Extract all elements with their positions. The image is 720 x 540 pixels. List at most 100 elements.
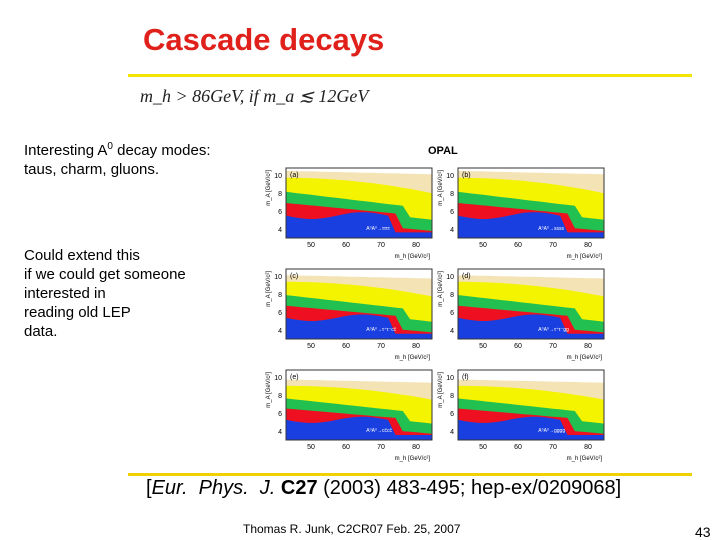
x-tick-label: 70: [377, 343, 385, 350]
x-tick-label: 70: [549, 242, 557, 249]
plot-border: [457, 268, 605, 340]
y-tick-label: 6: [278, 310, 282, 317]
x-tick-label: 50: [307, 242, 315, 249]
y-tick-label: 10: [274, 274, 282, 281]
x-tick-label: 80: [412, 242, 420, 249]
x-tick-label: 60: [514, 242, 522, 249]
panel-label: (a): [290, 172, 299, 179]
x-tick-label: 60: [342, 242, 350, 249]
title-rule: [128, 74, 692, 77]
plot-border: [457, 369, 605, 441]
citation: [Eur. Phys. J. C27 (2003) 483-495; hep-e…: [146, 477, 621, 500]
y-tick-label: 6: [278, 411, 282, 418]
note-line: Could extend this: [24, 247, 140, 264]
intro: Interesting A0 decay modes: taus, charm,…: [24, 137, 224, 179]
x-axis-label: m_h [GeV/c²]: [395, 456, 431, 462]
x-axis-label: m_h [GeV/c²]: [567, 456, 603, 462]
y-tick-label: 10: [446, 173, 454, 180]
slide-title: Cascade decays: [143, 22, 385, 57]
channel-label: A⁰A⁰→τ⁺τ⁻cc̄: [366, 327, 396, 333]
y-tick-label: 4: [450, 328, 454, 335]
y-tick-label: 10: [274, 375, 282, 382]
panel-label: (b): [462, 172, 471, 179]
cite-rule: [128, 473, 692, 476]
y-axis-label: m_A [GeV/c²]: [438, 271, 444, 307]
note: Could extend this if we could get someone…: [24, 246, 186, 341]
plot-border: [457, 167, 605, 239]
channel-label: A⁰A⁰→cc̄cc̄: [366, 428, 392, 434]
note-line: data.: [24, 323, 58, 340]
note-line: reading old LEP: [24, 304, 131, 321]
x-axis-label: m_h [GeV/c²]: [567, 355, 603, 361]
plot-border: [285, 167, 433, 239]
volume: C27: [280, 477, 318, 499]
region: [286, 314, 432, 339]
y-axis-label: m_A [GeV/c²]: [266, 372, 272, 408]
panel-label: (e): [290, 374, 299, 381]
journal: Eur. Phys. J.: [151, 477, 276, 499]
cite-text: [: [146, 477, 152, 499]
x-tick-label: 70: [549, 343, 557, 350]
y-tick-label: 10: [446, 375, 454, 382]
x-tick-label: 50: [307, 444, 315, 451]
x-tick-label: 80: [412, 444, 420, 451]
x-tick-label: 80: [584, 444, 592, 451]
footer-author: Thomas R. Junk, C2CR07 Feb. 25, 2007: [243, 522, 461, 536]
x-axis-label: m_h [GeV/c²]: [567, 254, 603, 260]
intro-sup: 0: [107, 141, 113, 152]
x-tick-label: 80: [584, 343, 592, 350]
channel-label: A⁰A⁰→τ⁺τ⁻gg: [538, 327, 569, 333]
y-tick-label: 4: [450, 429, 454, 436]
region: [458, 416, 604, 440]
x-tick-label: 60: [514, 343, 522, 350]
y-tick-label: 8: [450, 191, 454, 198]
y-axis-label: m_A [GeV/c²]: [266, 271, 272, 307]
y-tick-label: 4: [278, 227, 282, 234]
note-line: interested in: [24, 285, 106, 302]
x-tick-label: 50: [307, 343, 315, 350]
channel-label: A⁰A⁰→gggg: [538, 428, 565, 434]
y-tick-label: 8: [278, 393, 282, 400]
x-tick-label: 70: [377, 444, 385, 451]
y-axis-label: m_A [GeV/c²]: [438, 372, 444, 408]
y-tick-label: 6: [450, 310, 454, 317]
x-tick-label: 60: [342, 444, 350, 451]
y-tick-label: 10: [274, 173, 282, 180]
plot-border: [285, 268, 433, 340]
x-tick-label: 50: [479, 444, 487, 451]
y-tick-label: 6: [278, 209, 282, 216]
panel-label: (c): [290, 273, 298, 280]
region: [458, 212, 604, 238]
x-tick-label: 70: [549, 444, 557, 451]
x-tick-label: 80: [584, 242, 592, 249]
intro-text: Interesting A: [24, 142, 108, 159]
region: [458, 314, 604, 339]
note-line: if we could get someone: [24, 266, 186, 283]
region: [286, 416, 432, 440]
x-axis-label: m_h [GeV/c²]: [395, 355, 431, 361]
x-tick-label: 60: [342, 343, 350, 350]
intro-text: decay modes: taus, charm, gluons.: [24, 142, 211, 178]
condition: m_h > 86GeV, if m_a ≲ 12GeV: [140, 86, 369, 106]
y-tick-label: 10: [446, 274, 454, 281]
y-tick-label: 4: [278, 429, 282, 436]
panel-label: (f): [462, 374, 469, 381]
y-tick-label: 8: [450, 393, 454, 400]
y-tick-label: 4: [278, 328, 282, 335]
y-axis-label: m_A [GeV/c²]: [438, 170, 444, 206]
y-tick-label: 4: [450, 227, 454, 234]
x-tick-label: 60: [514, 444, 522, 451]
experiment: OPAL: [428, 145, 458, 157]
y-tick-label: 8: [278, 191, 282, 198]
plot-border: [285, 369, 433, 441]
x-tick-label: 80: [412, 343, 420, 350]
channel-label: A⁰A⁰→ττττ: [366, 226, 390, 232]
page-number: 43: [695, 524, 711, 540]
y-tick-label: 8: [450, 292, 454, 299]
panel-label: (d): [462, 273, 471, 280]
x-axis-label: m_h [GeV/c²]: [395, 254, 431, 260]
x-tick-label: 50: [479, 242, 487, 249]
region: [286, 212, 432, 238]
